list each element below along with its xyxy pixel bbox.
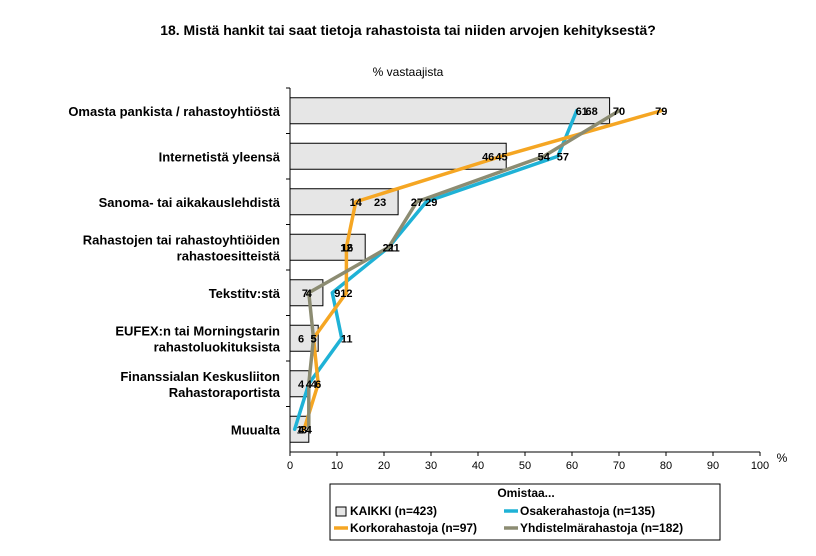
value-label: 46 xyxy=(482,151,494,163)
x-tick-label: 80 xyxy=(660,460,672,472)
legend-label: Yhdistelmärahastoja (n=182) xyxy=(520,521,683,535)
legend-box xyxy=(329,483,721,541)
x-tick-label: 20 xyxy=(378,460,390,472)
legend-label: KAIKKI (n=423) xyxy=(350,504,437,518)
value-label: 4 xyxy=(298,379,305,391)
value-label: 29 xyxy=(425,197,437,209)
value-label: 14 xyxy=(350,197,363,209)
series-line xyxy=(307,109,621,431)
value-label: 4 xyxy=(306,424,313,436)
value-label: 79 xyxy=(655,106,667,118)
value-label: 21 xyxy=(388,242,400,254)
category-label: Rahastoraportista xyxy=(169,385,281,400)
value-label: 21 xyxy=(383,242,395,254)
category-label: rahastoesitteistä xyxy=(177,248,281,263)
chart-title: 18. Mistä hankit tai saat tietoja rahast… xyxy=(160,22,656,38)
value-label: 4 xyxy=(306,379,313,391)
value-label: 5 xyxy=(310,333,316,345)
category-label: Finanssialan Keskusliiton xyxy=(120,369,280,384)
category-label: Omasta pankista / rahastoyhtiöstä xyxy=(68,104,280,119)
legend-bar-swatch xyxy=(335,506,347,517)
value-label: 12 xyxy=(340,242,352,254)
bar xyxy=(289,97,611,125)
category-label: rahastoluokituksista xyxy=(154,339,281,354)
value-label: 54 xyxy=(538,151,551,163)
legend-label: Osakerahastoja (n=135) xyxy=(520,504,655,518)
value-label: 68 xyxy=(585,106,597,118)
x-tick-label: 30 xyxy=(425,460,437,472)
legend: Omistaa... KAIKKI (n=423) Osakerahastoja … xyxy=(329,483,721,541)
x-tick-label: 100 xyxy=(751,460,769,472)
x-tick-label: 60 xyxy=(566,460,578,472)
value-label: 27 xyxy=(411,197,423,209)
category-label: EUFEX:n tai Morningstarin xyxy=(115,323,280,338)
value-label: 12 xyxy=(340,288,352,300)
chart-subtitle: % vastaajista xyxy=(373,65,444,79)
value-label: 16 xyxy=(341,242,353,254)
plot-area: 0 10 20 30 40 50 60 70 80 90 100 Omasta pankista / … xyxy=(68,87,769,472)
value-label: 4 xyxy=(311,379,318,391)
value-label: 23 xyxy=(374,197,386,209)
series-line xyxy=(292,109,579,431)
value-label: 7 xyxy=(302,288,308,300)
bar xyxy=(289,279,324,307)
x-tick-label: 90 xyxy=(707,460,719,472)
legend-label: Korkorahastoja (n=97) xyxy=(350,521,477,535)
value-label: 9 xyxy=(334,288,340,300)
category-label: Sanoma- tai aikakauslehdistä xyxy=(99,195,281,210)
value-label: 6 xyxy=(315,379,321,391)
category-label: Tekstitv:stä xyxy=(209,286,281,301)
value-label: 57 xyxy=(557,151,569,163)
x-tick-label: 70 xyxy=(613,460,625,472)
value-label: 3 xyxy=(301,424,307,436)
category-label: Internetistä yleensä xyxy=(159,149,281,164)
x-tick-label: 0 xyxy=(287,460,293,472)
value-label: 61 xyxy=(576,106,588,118)
value-label: 6 xyxy=(298,333,304,345)
value-label: 4 xyxy=(306,288,313,300)
legend-title: Omistaa... xyxy=(497,486,554,500)
value-label: 4 xyxy=(298,424,305,436)
x-tick-label: 10 xyxy=(331,460,343,472)
value-label: 5 xyxy=(310,333,316,345)
x-axis-unit: % xyxy=(777,451,788,465)
x-tick-label: 50 xyxy=(519,460,531,472)
x-tick-label: 40 xyxy=(472,460,484,472)
value-label: 45 xyxy=(495,151,507,163)
value-label: 70 xyxy=(613,106,625,118)
category-label: Muualta xyxy=(231,422,281,437)
category-label: Rahastojen tai rahastoyhtiöiden xyxy=(83,232,280,247)
value-label: 11 xyxy=(341,333,353,345)
value-label: 1 xyxy=(297,424,303,436)
bar xyxy=(289,233,366,261)
